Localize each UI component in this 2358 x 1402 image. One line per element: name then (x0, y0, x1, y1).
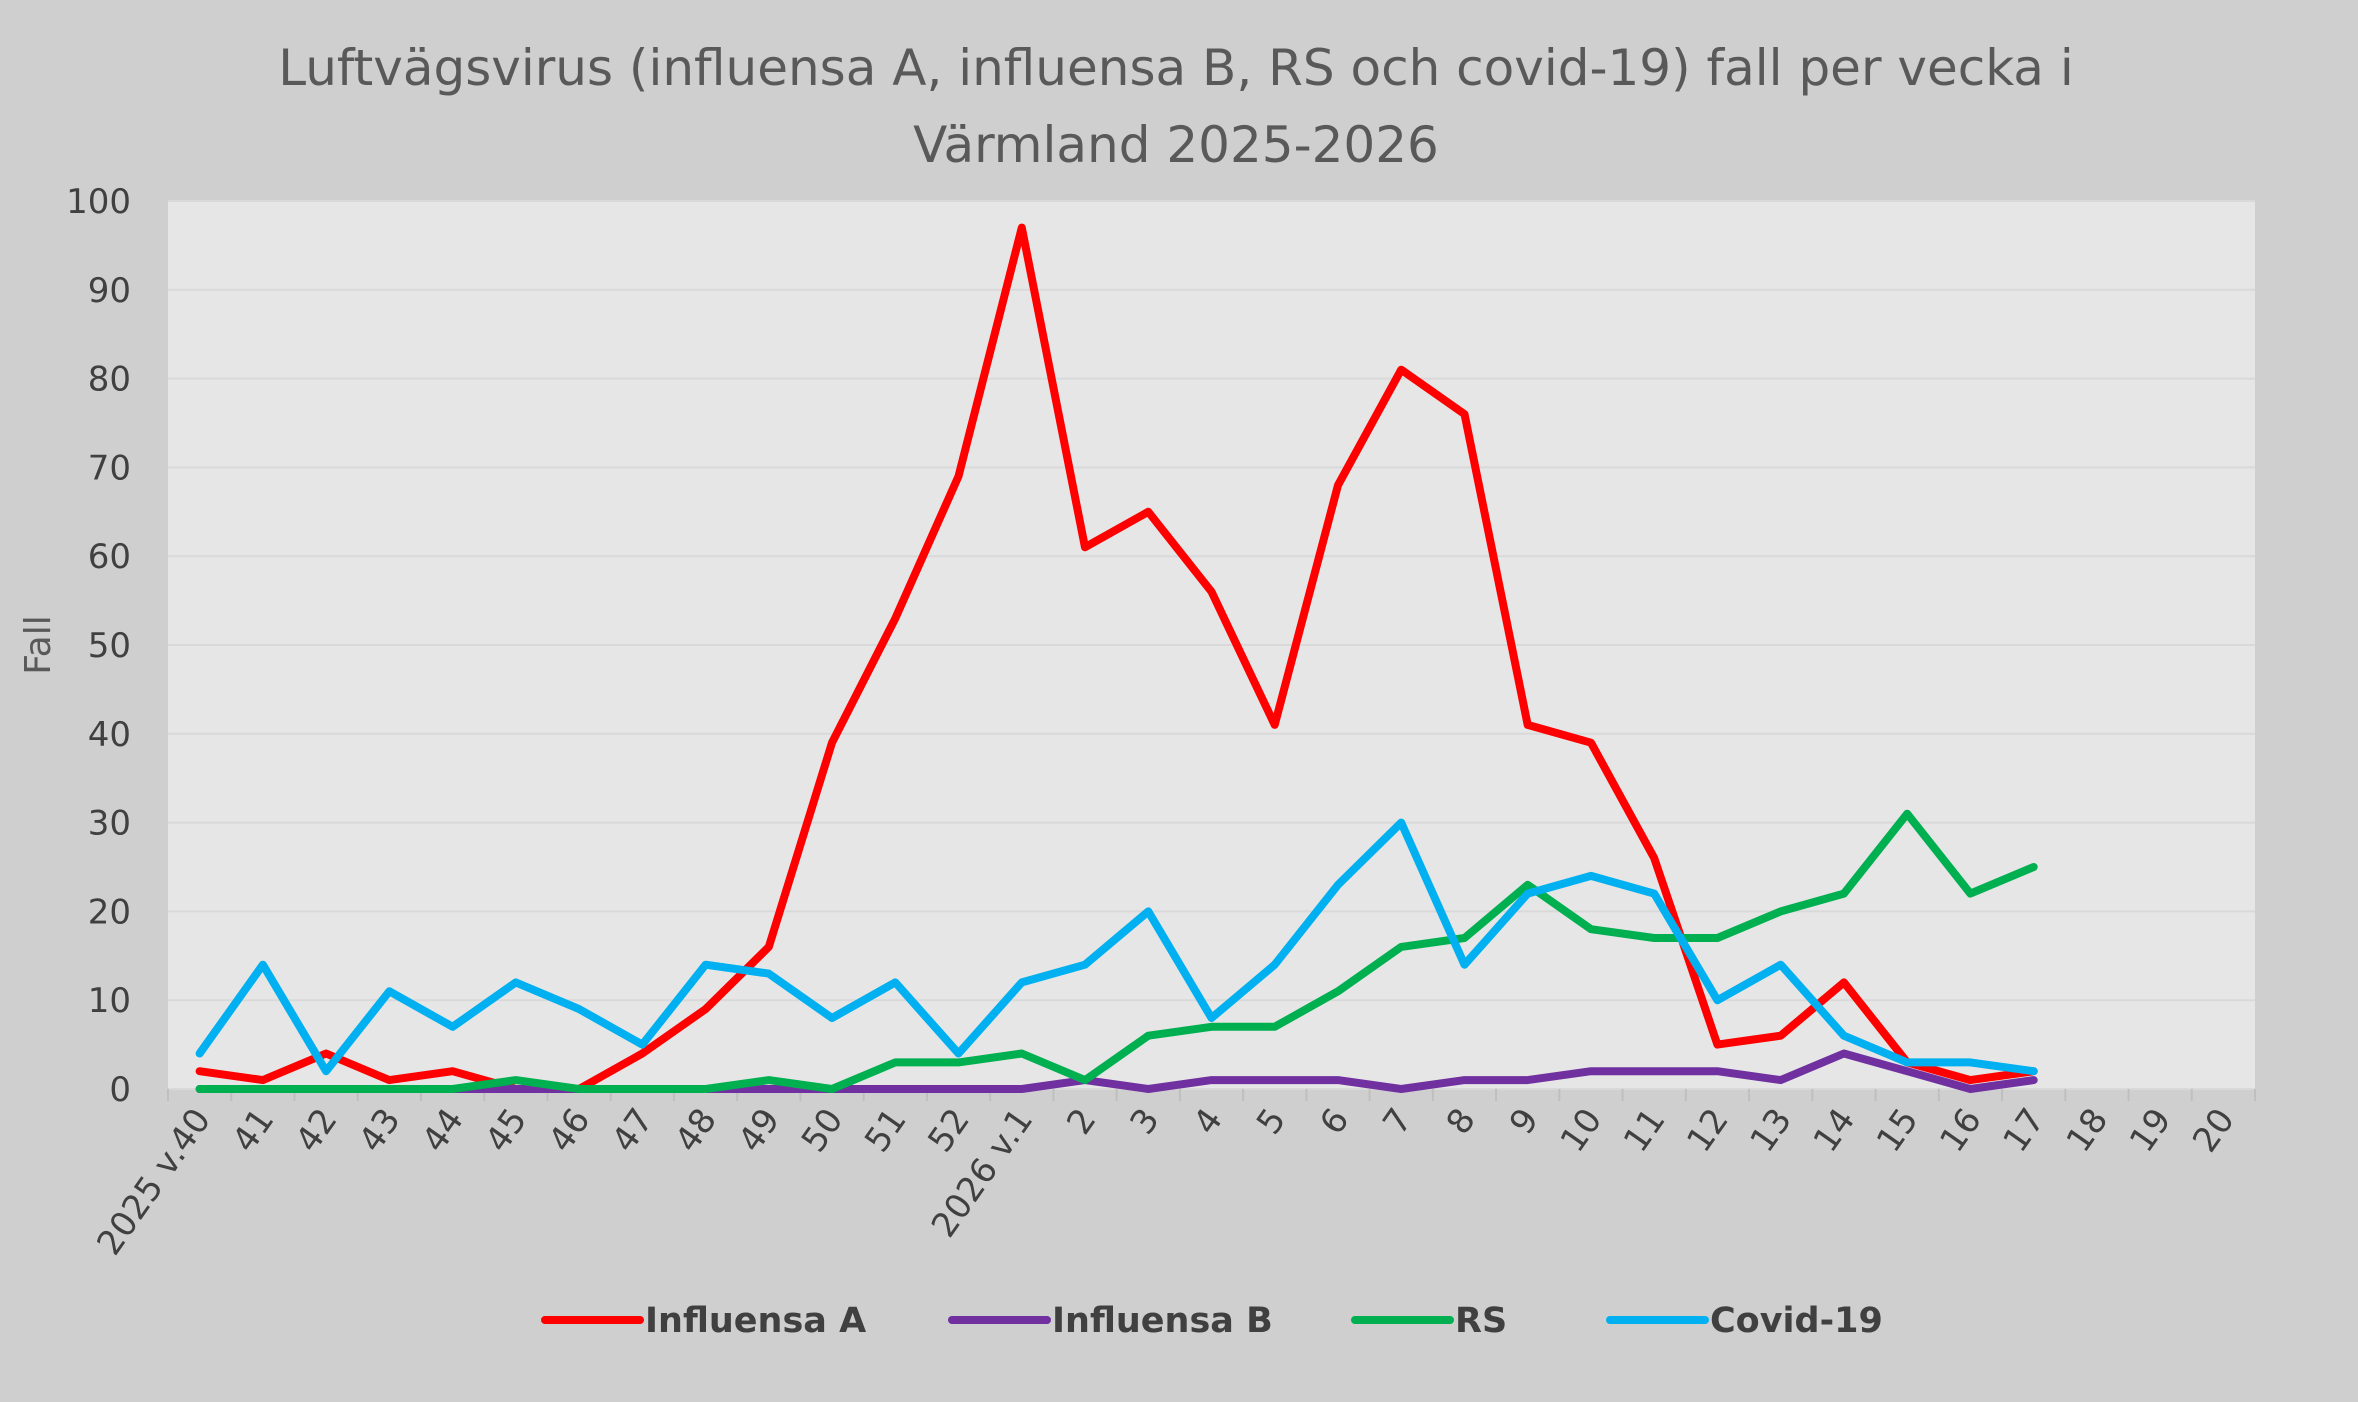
gridlines (168, 200, 2255, 1090)
series-line-rs (195, 809, 2038, 1093)
y-tick-label: 70 (88, 448, 131, 488)
series-lines (195, 223, 2038, 1093)
y-tick-label: 20 (88, 892, 131, 932)
series-line-influensa-b (195, 1049, 2038, 1093)
y-tick-label: 60 (88, 537, 131, 577)
y-axis-ticks: 0 10 20 30 40 50 60 70 80 90 100 (66, 182, 131, 1110)
series-line-covid-19 (195, 818, 2038, 1076)
legend-label: RS (1455, 1301, 1507, 1341)
y-tick-label: 40 (88, 715, 131, 755)
legend-label: Influensa A (645, 1301, 866, 1341)
chart-title-line-1: Luftvägsvirus (influensa A, influensa B,… (278, 39, 2073, 97)
y-tick-label: 90 (88, 271, 131, 311)
legend: Influensa A Influensa B RS Covid-19 (541, 1301, 1883, 1341)
y-tick-label: 30 (88, 804, 131, 844)
legend-label: Covid-19 (1710, 1301, 1883, 1341)
y-tick-label: 0 (109, 1070, 131, 1110)
y-tick-label: 50 (88, 626, 131, 666)
chart-title-line-2: Värmland 2025-2026 (913, 116, 1439, 174)
y-tick-label: 10 (88, 981, 131, 1021)
y-tick-label: 80 (88, 360, 131, 400)
legend-label: Influensa B (1052, 1301, 1273, 1341)
y-axis-title: Fall (18, 615, 59, 674)
y-tick-label: 100 (66, 182, 131, 222)
chart-title: Luftvägsvirus (influensa A, influensa B,… (278, 39, 2073, 174)
